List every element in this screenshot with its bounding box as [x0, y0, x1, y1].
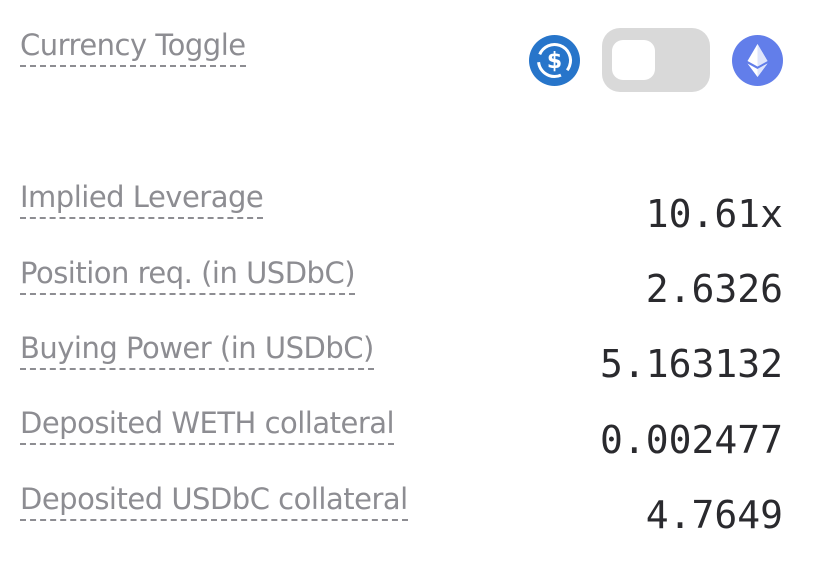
deposited-usdbc-value: 4.7649 [645, 493, 783, 537]
currency-toggle-switch[interactable] [602, 28, 710, 92]
implied-leverage-value: 10.61x [645, 192, 783, 236]
eth-coin-icon[interactable] [732, 34, 783, 86]
deposited-weth-label: Deposited WETH collateral [20, 406, 395, 445]
toggle-knob[interactable] [612, 40, 655, 80]
svg-text:$: $ [547, 49, 562, 74]
position-req-value: 2.6326 [645, 267, 783, 311]
usdc-coin-icon[interactable]: $ [529, 34, 580, 86]
buying-power-value: 5.163132 [599, 342, 783, 386]
currency-toggle-label: Currency Toggle [20, 28, 246, 67]
deposited-weth-value: 0.002477 [599, 418, 783, 462]
currency-toggle: $ [529, 28, 783, 92]
deposited-usdbc-label: Deposited USDbC collateral [20, 482, 408, 521]
implied-leverage-label: Implied Leverage [20, 180, 264, 219]
position-req-label: Position req. (in USDbC) [20, 256, 356, 295]
buying-power-label: Buying Power (in USDbC) [20, 331, 374, 370]
